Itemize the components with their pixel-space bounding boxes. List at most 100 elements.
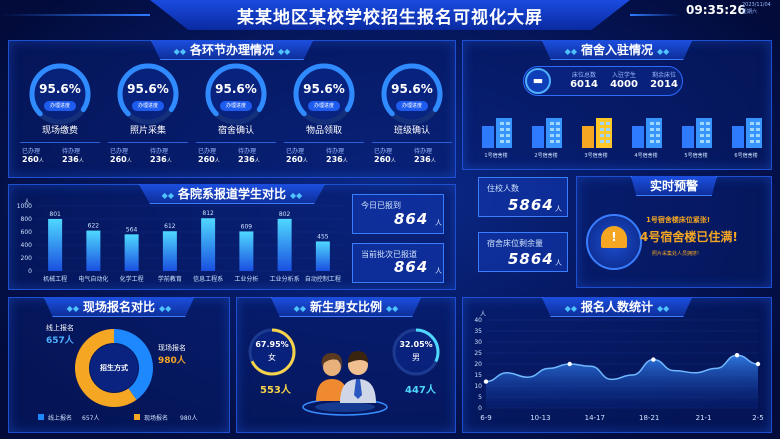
gauge-tag: 办理进度 [44,101,76,111]
window [550,140,554,143]
window [650,134,654,137]
window [656,122,660,125]
building-block [582,126,594,148]
bar [277,218,292,271]
data-point [483,379,489,384]
window [700,134,704,137]
building-label: 6号宿舍楼 [734,153,758,159]
done-value: 260人 [286,155,308,164]
todo-value: 236人 [150,155,172,164]
building-icon [582,118,612,148]
done-unit: 人 [38,158,44,164]
panel-title: ◆◆ 新生男女比例 ◆◆ [270,297,422,317]
window [750,140,754,143]
todo-number: 236 [326,155,343,164]
window [550,128,554,131]
todo-unit: 人 [254,158,260,164]
gauge-stats: 已办理 260人 待办理 236人 [372,142,452,168]
window [756,128,760,131]
x-tick-label: 信息工程系 [193,275,223,283]
todo-unit: 人 [342,158,348,164]
x-tick-label: 14-17 [585,414,605,422]
panel-title: ◆◆ 报名人数统计 ◆◆ [541,297,693,317]
data-point [755,361,761,367]
alert-panel: 实时预警 [576,176,772,288]
batch-box: 当前批次已报道 [352,243,444,283]
y-tick-label: 5 [478,394,482,401]
header-line-left [0,14,150,16]
gauge-text: 95.6% 办理进度 [204,62,268,126]
window [556,134,560,137]
gauge-text: 95.6% 办理进度 [116,62,180,126]
batch-value: 864 [394,258,429,276]
window [500,134,504,137]
gauge-value: 95.6% [215,82,257,96]
building-label: 3号宿舍楼 [584,153,608,159]
gauge-label: 照片采集 [129,126,166,136]
window [606,134,610,137]
window [650,140,654,143]
window [556,128,560,131]
donut-center-label: 招生方式 [100,364,128,372]
window [506,140,510,143]
x-tick-label: 自动控制工程 [305,275,341,283]
gauge-stats: 已办理 260人 待办理 236人 [196,142,276,168]
x-tick-label: 2-5 [752,414,763,422]
remain-box: 宿舍床位剩余量 [478,232,568,272]
trend-area-chart: 人40 35 30 25 20 15 10 5 0 6-9 10-13 14-17 18-21 21-1 2… [474,311,763,422]
legend-online-value: 657人 [82,415,100,422]
window [756,140,760,143]
legend-onsite-value: 980人 [180,415,198,422]
gauge-value: 95.6% [303,82,345,96]
area-fill [486,355,758,408]
live-box: 住校人数 [478,177,568,217]
alert-line-2: 4号宿舍楼已住满! [640,230,738,244]
gauge-tag: 办理进度 [220,101,252,111]
x-tick-label: 工业分析 [234,275,258,283]
live-value: 5864 [508,196,554,214]
gauge-label: 班级确认 [393,126,430,136]
done-number: 260 [22,155,39,164]
x-tick-label: 化学工程 [120,275,144,283]
x-tick-label: 18-21 [639,414,659,422]
header-bar [150,0,630,30]
bar-value-label: 564 [126,226,138,233]
done-key: 已办理 [110,148,129,155]
todo-key: 待办理 [62,148,81,155]
bar-value-label: 801 [49,211,61,218]
dorm-stat-value: 2014 [650,79,678,90]
window [550,122,554,125]
building-icon [532,118,562,148]
bar [124,234,139,271]
y-tick-label: 800 [21,216,33,223]
window [556,140,560,143]
y-tick-label: 600 [21,229,33,236]
window [506,128,510,131]
female-ring [248,328,296,376]
building-block [732,126,744,148]
window [706,134,710,137]
x-tick-label: 电气自动化 [78,275,108,283]
todo-value: 236人 [414,155,436,164]
done-number: 260 [198,155,215,164]
dorm-stat-key: 床位总数 [571,72,596,79]
x-tick-label: 10-13 [530,414,550,422]
bar-value-label: 622 [88,223,100,230]
window [500,122,504,125]
bar [201,218,216,271]
window [606,128,610,131]
building-block [482,126,494,148]
todo-key: 待办理 [414,148,433,155]
window [506,122,510,125]
gauge-text: 95.6% 办理进度 [380,62,444,126]
y-tick-label: 0 [28,268,32,275]
done-value: 260人 [110,155,132,164]
todo-number: 236 [150,155,167,164]
building-label: 5号宿舍楼 [684,153,708,159]
window [600,122,604,125]
gauge-tag: 办理进度 [396,101,428,111]
today-unit: 人 [435,219,442,227]
gauge-value: 95.6% [127,82,169,96]
panel-title: ◆◆ 宿舍入驻情况 ◆◆ [541,40,693,60]
